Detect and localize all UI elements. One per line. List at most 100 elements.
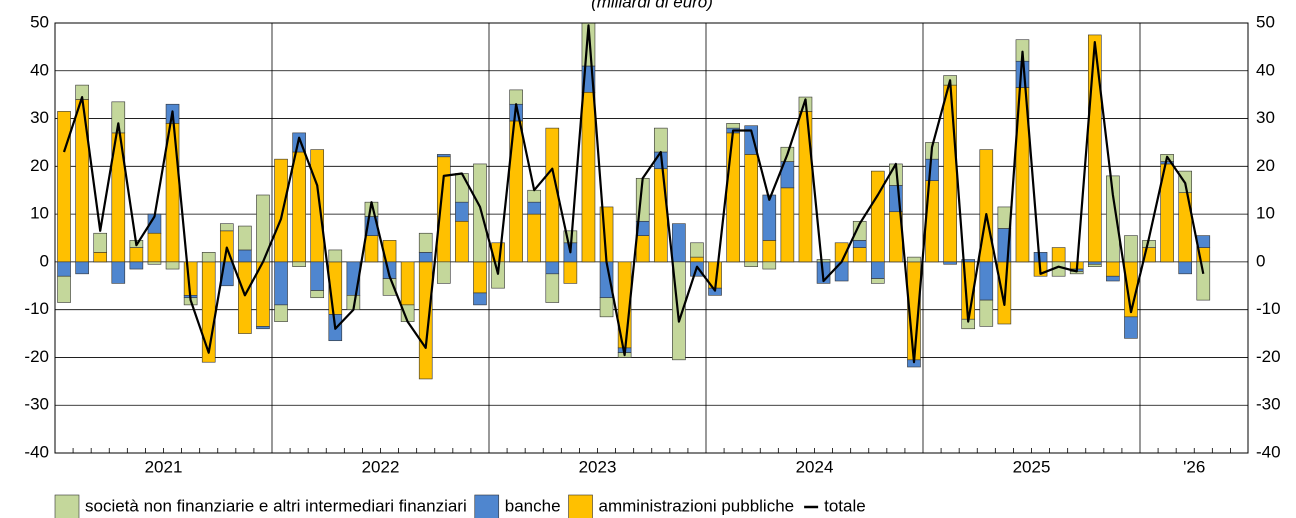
bar-segment	[1124, 316, 1138, 339]
bar-segment	[219, 223, 234, 232]
bar-segment	[563, 261, 578, 284]
bar-segment	[1106, 275, 1120, 282]
y-tick-label: 50	[30, 12, 49, 31]
bar-segment	[418, 261, 433, 380]
bar-segment	[925, 158, 939, 181]
y2-tick-label: -40	[1256, 442, 1281, 461]
bar-segment	[762, 240, 777, 263]
bar-segment	[527, 189, 542, 203]
legend-label: totale	[824, 496, 866, 515]
y-tick-label: -10	[24, 299, 49, 318]
y2-tick-label: 50	[1256, 12, 1275, 31]
bar-segment	[57, 261, 71, 277]
bar-segment	[870, 170, 885, 263]
bar-segment	[129, 247, 144, 263]
y-tick-label: -30	[24, 395, 49, 414]
bar-segment	[545, 261, 560, 275]
bar-segment	[310, 290, 325, 299]
y-tick-label: 10	[30, 204, 49, 223]
bar-segment	[147, 261, 162, 265]
bar-segment	[780, 187, 795, 263]
chart-subtitle: (miliardi di euro)	[591, 0, 713, 11]
y2-tick-label: -10	[1256, 299, 1281, 318]
y-tick-label: 30	[30, 108, 49, 127]
bar-segment	[473, 292, 487, 306]
total-line	[62, 24, 1205, 364]
bar-segment	[1087, 263, 1102, 267]
y-tick-label: 0	[40, 251, 49, 270]
bar-segment	[997, 206, 1012, 229]
bar-segment	[1033, 252, 1048, 263]
bar-segment	[834, 261, 849, 282]
legend-swatch	[568, 494, 593, 518]
bar-segment	[870, 261, 885, 279]
bar-segment	[943, 84, 957, 263]
y-tick-label: -20	[24, 347, 49, 366]
bar-segment	[726, 123, 740, 129]
bar-segment	[455, 201, 469, 222]
bar-segment	[274, 158, 288, 263]
bar-segment	[75, 261, 89, 275]
bar-segment	[599, 297, 614, 318]
bar-segment	[201, 252, 216, 263]
bar-segment	[111, 261, 126, 284]
bar-segment	[364, 235, 379, 263]
bar-segment	[328, 249, 343, 263]
y-tick-label: -40	[24, 442, 49, 461]
bar-segment	[635, 235, 650, 263]
legend-label: amministrazioni pubbliche	[599, 496, 795, 515]
bar-segment	[726, 132, 740, 263]
bar-segment	[238, 261, 252, 334]
bar-segment	[436, 261, 451, 284]
y-tick-label: 20	[30, 156, 49, 175]
x-tick-label: 2025	[1013, 457, 1051, 476]
y2-tick-label: 20	[1256, 156, 1275, 175]
x-tick-label: '26	[1183, 457, 1205, 476]
bar-segment	[852, 247, 867, 263]
bar-segment	[943, 261, 957, 265]
x-tick-label: 2022	[362, 457, 400, 476]
legend-swatch	[474, 494, 500, 518]
bar-segment	[816, 259, 831, 263]
bar-segment	[744, 261, 759, 267]
bar-segment	[111, 101, 126, 134]
bar-segment	[1106, 261, 1120, 277]
bar-segment	[310, 149, 325, 263]
bar-segment	[1051, 247, 1066, 263]
y2-tick-label: 0	[1256, 251, 1265, 270]
bar-segment	[292, 261, 306, 267]
bar-segment	[418, 232, 433, 253]
bar-segment	[491, 261, 505, 289]
bar-segment	[436, 154, 451, 158]
bar-segment	[653, 127, 668, 153]
bar-segment	[744, 154, 759, 263]
bar-segment	[1124, 235, 1138, 263]
x-tick-label: 2021	[145, 457, 183, 476]
bar-segment	[1196, 261, 1211, 301]
y2-tick-label: 30	[1256, 108, 1275, 127]
bar-segment	[690, 256, 704, 263]
bar-segment	[418, 252, 433, 263]
bar-segment	[1087, 261, 1102, 265]
y2-tick-label: 10	[1256, 204, 1275, 223]
bar-segment	[473, 163, 487, 263]
bar-segment	[852, 240, 867, 248]
bar-segment	[653, 168, 668, 263]
bar-segment	[509, 89, 523, 105]
bar-segment	[455, 173, 469, 203]
bar-segment	[57, 275, 71, 303]
bar-segment	[870, 278, 885, 284]
x-tick-label: 2024	[796, 457, 834, 476]
bar-segment	[256, 326, 270, 330]
plot-frame	[54, 22, 1249, 454]
bar-segment	[961, 259, 976, 263]
bar-segment	[762, 261, 777, 270]
bar-segment	[473, 261, 487, 294]
bar-segment	[455, 220, 469, 263]
bar-segment	[527, 201, 542, 215]
bar-segment	[1106, 175, 1120, 263]
bar-segment	[1178, 261, 1193, 275]
bar-segment	[274, 261, 288, 306]
bar-segment	[907, 256, 921, 263]
